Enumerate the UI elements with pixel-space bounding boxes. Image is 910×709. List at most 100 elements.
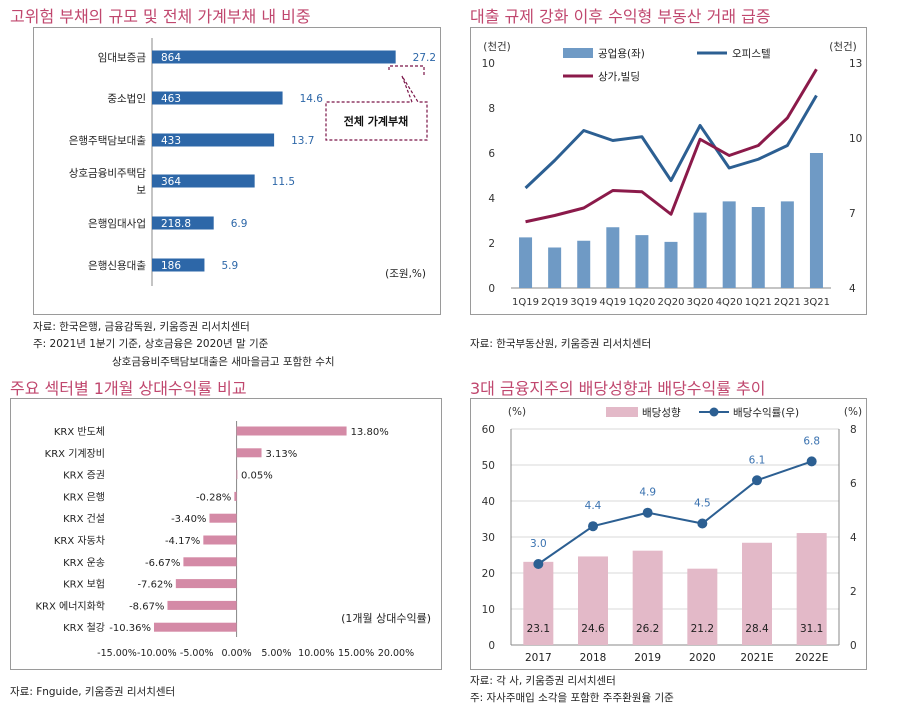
chart4-bar-value-label: 28.4 [745, 623, 769, 635]
chart2-x-tick: 2Q21 [774, 297, 801, 308]
chart2-x-tick: 1Q21 [745, 297, 772, 308]
chart3-x-tick: 5.00% [261, 648, 291, 659]
chart4-yield-point [533, 559, 544, 569]
chart1-value-label: 218.8 [161, 218, 191, 230]
chart3-svg: KRX 반도체 13.80% KRX 기계장비 3.13% KRX 증권 0.05% KRX… [35, 421, 431, 659]
chart2-panel: (천건) (천건) 0 2 4 6 8 10 4 7 10 13 1Q19 2Q19 3Q19 4Q19 1Q2… [470, 27, 867, 315]
chart4-right-tick: 0 [850, 640, 857, 652]
chart3-value-label: -7.62% [137, 580, 172, 591]
chart1-bar [152, 174, 255, 188]
chart1-panel: 임대보증금 864 27.2 중소법인 463 14.6 은행주택담보대출 433 13.7 상호… [33, 27, 441, 315]
chart1-category-label: 은행주택담보대출 [69, 135, 147, 147]
chart3-category-label: KRX 은행 [63, 491, 105, 503]
chart2-legend-label: 오피스텔 [732, 48, 771, 60]
chart3-bar [153, 622, 237, 632]
chart1-share-label: 27.2 [413, 52, 436, 64]
chart4-yield-point [752, 475, 762, 486]
chart1-category-label: 임대보증금 [98, 51, 147, 64]
chart2-legend-label: 공업용(좌) [598, 47, 645, 60]
chart1-unit-label: (조원,%) [385, 268, 426, 280]
chart4-bar [578, 556, 608, 645]
chart4-footnote: 주: 자사주매입 소각을 포함한 주주환원율 기준 [470, 692, 674, 704]
chart3-value-label: -10.36% [109, 623, 151, 634]
chart3-value-label: -0.28% [196, 492, 231, 503]
chart4-legend-swatch-bar [606, 407, 638, 417]
chart4-x-tick: 2019 [634, 652, 661, 664]
chart1-footnote: 주: 2021년 1분기 기준, 상호금융은 2020년 말 기준 [33, 338, 269, 350]
chart4-yield-label: 4.4 [585, 500, 602, 512]
chart4-right-axis-unit: (%) [844, 406, 862, 418]
chart4-svg: 0 10 20 30 40 50 60 0 2 4 6 8 (%) (%) 23.1 24.6 26.2 21.2… [482, 406, 862, 664]
chart2-line-commercial [525, 68, 818, 224]
chart4-yield-point [697, 518, 708, 529]
chart3-value-label: 3.13% [266, 449, 298, 460]
chart4-yield-point [806, 456, 817, 467]
chart4-bar [796, 533, 827, 645]
chart3-x-tick: 15.00% [338, 648, 374, 659]
chart1-bar [152, 133, 275, 147]
chart2-bar [606, 227, 620, 288]
chart1-category-label: 상호금융비주택담 [69, 168, 147, 180]
chart2-right-tick: 10 [849, 133, 862, 145]
chart2-left-tick: 10 [482, 58, 495, 70]
chart1-bar [152, 258, 205, 272]
chart3-value-label: -8.67% [129, 601, 164, 612]
chart2-x-tick: 1Q19 [512, 297, 539, 308]
chart1-category-label: 은행임대사업 [88, 217, 146, 230]
chart4-left-tick: 0 [488, 640, 495, 652]
chart4-x-tick: 2022E [795, 652, 828, 664]
chart2-bar [635, 235, 649, 288]
chart2-line-officetel [524, 94, 818, 190]
chart3-x-tick: 20.00% [378, 648, 414, 659]
chart1-share-label: 14.6 [300, 93, 324, 105]
chart3-source-note: 자료: Fnguide, 키움증권 리서치센터 [10, 686, 176, 698]
chart4-yield-line [537, 460, 812, 565]
chart3-bar [175, 579, 237, 589]
chart3-x-tick: -10.00% [137, 648, 177, 659]
chart3-panel: KRX 반도체 13.80% KRX 기계장비 3.13% KRX 증권 0.05% KRX… [10, 398, 442, 670]
chart3-value-label: 13.80% [351, 427, 389, 438]
chart2-x-tick: 3Q21 [803, 297, 830, 308]
chart4-left-tick: 30 [482, 532, 495, 544]
chart3-unit-label: (1개월 상대수익률) [341, 612, 431, 625]
chart3-bar [234, 491, 237, 501]
chart2-bar [780, 201, 794, 288]
chart3-bar [236, 470, 238, 480]
chart3-category-label: KRX 증권 [63, 470, 105, 482]
chart4-right-tick: 4 [850, 532, 857, 544]
chart2-x-tick: 2Q20 [658, 297, 685, 308]
chart3-value-label: -4.17% [165, 536, 200, 547]
chart1-bar [152, 50, 396, 64]
chart4-bar [687, 568, 718, 645]
chart2-bar [809, 153, 823, 288]
chart4-right-tick: 6 [850, 478, 857, 490]
chart2-right-tick: 7 [849, 208, 856, 220]
chart1-value-label: 364 [161, 176, 181, 188]
chart2-bar [722, 201, 736, 288]
chart1-bar [152, 91, 283, 105]
chart3-category-label: KRX 기계장비 [45, 448, 105, 460]
chart2-legend-label: 상가,빌딩 [598, 71, 640, 83]
chart4-left-axis-unit: (%) [508, 406, 526, 418]
chart3-x-tick: 10.00% [298, 648, 334, 659]
chart4-source-note: 자료: 각 사, 키움증권 리서치센터 [470, 675, 616, 687]
chart2-left-tick: 4 [488, 193, 495, 205]
chart1-source-note: 자료: 한국은행, 금융감독원, 키움증권 리서치센터 [33, 321, 250, 333]
chart3-x-tick: 0.00% [221, 648, 251, 659]
chart4-legend-swatch-marker [709, 407, 719, 417]
chart3-bar [236, 448, 262, 458]
chart4-left-tick: 10 [482, 604, 495, 616]
chart3-bar [183, 557, 237, 567]
chart4-left-tick: 40 [482, 496, 495, 508]
chart3-title: 주요 섹터별 1개월 상대수익률 비교 [10, 379, 247, 398]
chart2-left-tick: 0 [488, 283, 495, 295]
chart3-x-tick: -15.00% [97, 648, 137, 659]
chart1-svg: 임대보증금 864 27.2 중소법인 463 14.6 은행주택담보대출 433 13.7 상호… [69, 38, 436, 286]
chart4-yield-label: 3.0 [530, 538, 547, 550]
chart3-value-label: 0.05% [241, 471, 273, 482]
chart2-left-axis-unit: (천건) [483, 41, 511, 53]
chart2-x-tick: 3Q20 [687, 297, 714, 308]
chart2-bar [693, 212, 707, 288]
chart2-right-axis-unit: (천건) [829, 41, 857, 53]
